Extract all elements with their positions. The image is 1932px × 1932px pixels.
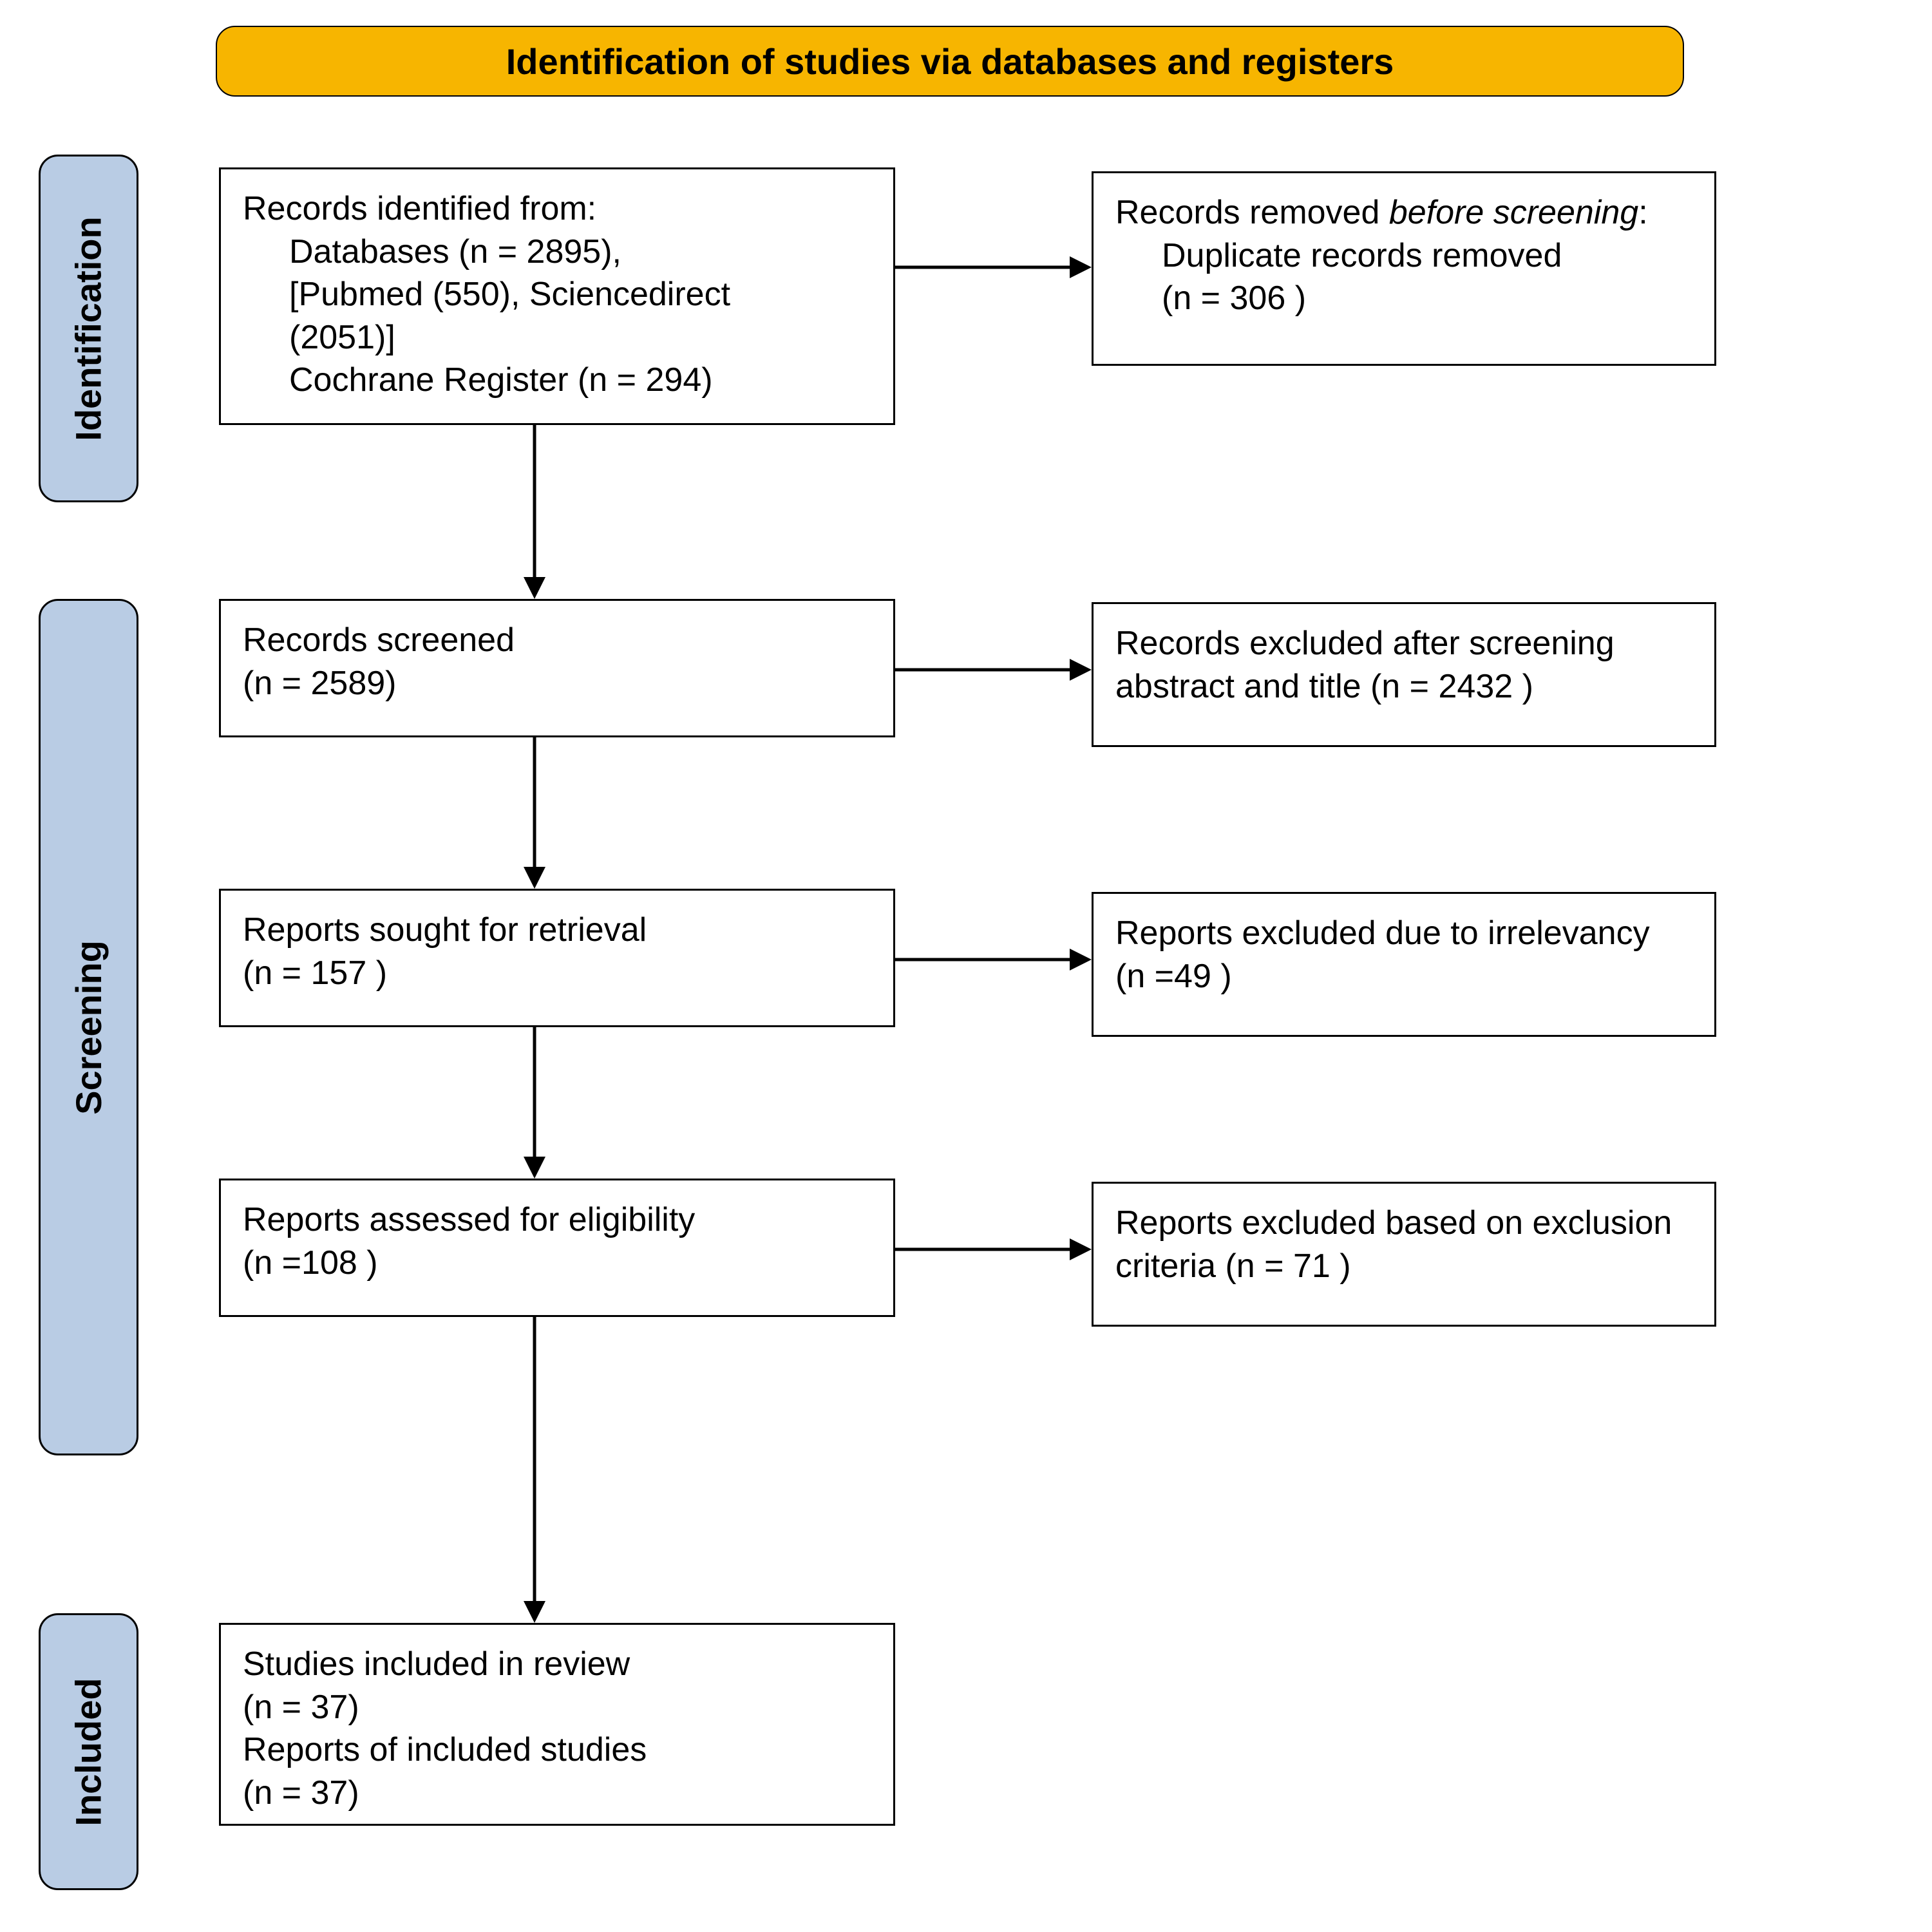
arrows-layer [0,0,1932,1932]
prisma-flowchart: Identification of studies via databases … [0,0,1932,1932]
